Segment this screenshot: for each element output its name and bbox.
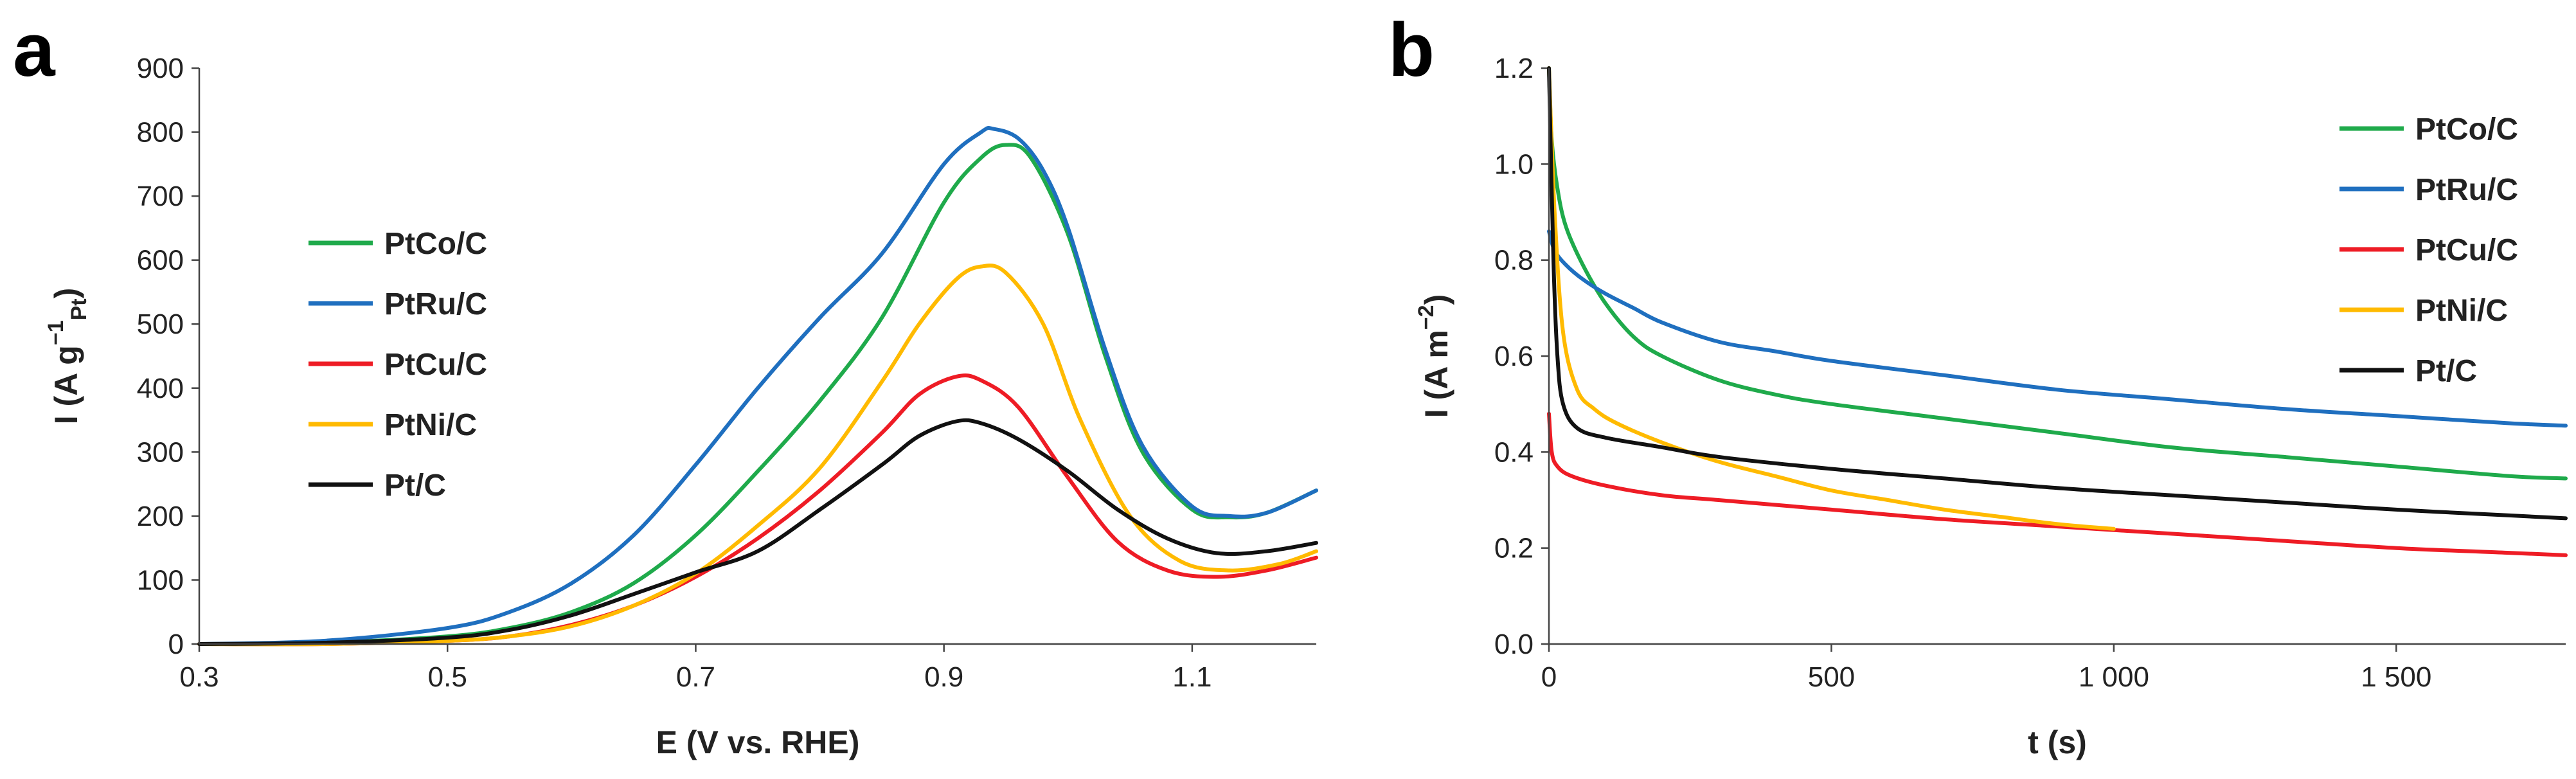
panel-a-series-ptco-c [197, 143, 1318, 646]
panel-b-x-ticks: 0 500 1 000 1 500 [1541, 644, 2431, 693]
panel-b-legend-label: Pt/C [2415, 354, 2477, 388]
panel-b-legend: PtCo/C PtRu/C PtCu/C PtNi/C Pt/C [2339, 112, 2518, 388]
panel-b-y-tick-label: 0.8 [1494, 245, 1534, 276]
panel-b-y-tick-label: 1.2 [1494, 53, 1534, 84]
panel-a-y-ticks: 0 100 200 300 400 500 600 700 800 900 [137, 53, 199, 660]
panel-b-y-tick-label: 1.0 [1494, 148, 1534, 180]
panel-b-y-tick-label: 0.4 [1494, 436, 1534, 468]
panel-a-legend-label: PtNi/C [384, 408, 477, 442]
panel-b-x-tick-label: 1 000 [2079, 661, 2149, 693]
panel-a-x-tick-label: 0.9 [924, 661, 963, 693]
panel-a-series-pt-c [197, 418, 1318, 646]
panel-a-series-ptcu-c [197, 373, 1318, 647]
panel-a-y-tick-label: 700 [137, 181, 184, 212]
panel-b-legend-label: PtRu/C [2415, 173, 2518, 207]
panel-b-legend-label: PtCo/C [2415, 112, 2518, 147]
panel-a-y-tick-label: 400 [137, 373, 184, 404]
chart-panel-b: b 0.0 0.2 0.4 0.6 0.8 1.0 1.2 0 500 1 000 1 500 t… [1388, 8, 2568, 760]
panel-a-legend-label: PtCu/C [384, 348, 487, 382]
panel-b-series-ptni-c [1547, 66, 2116, 531]
panel-b-series-ptru-c [1547, 229, 2568, 428]
panel-b-series-pt-c [1547, 66, 2568, 521]
panel-b-y-tick-label: 0.6 [1494, 341, 1534, 372]
panel-a-y-title-sup: −1 [44, 320, 68, 345]
panel-a-x-tick-label: 0.3 [179, 661, 219, 693]
panel-a-legend-label: PtCo/C [384, 227, 487, 261]
panel-a-series-ptru-c [197, 126, 1318, 646]
panel-a-legend-label: PtRu/C [384, 287, 487, 321]
panel-b-x-tick-label: 500 [1808, 661, 1855, 693]
panel-a-y-tick-label: 800 [137, 117, 184, 148]
panel-a-y-tick-label: 500 [137, 309, 184, 340]
panel-b-y-axis-title: I (A m−2) [1414, 294, 1454, 418]
panel-a-legend-label: Pt/C [384, 469, 446, 503]
panel-b-x-axis-title: t (s) [2028, 724, 2087, 760]
panel-a-y-tick-label: 900 [137, 53, 184, 84]
panel-b-y-tick-label: 0.0 [1494, 629, 1534, 660]
panel-b-x-tick-label: 0 [1541, 661, 1557, 693]
chart-panel-a: a 0 100 200 300 400 500 600 700 800 900 0.3 0.5 0.7… [13, 8, 1318, 760]
panel-a-letter: a [13, 8, 56, 93]
panel-b-series [1547, 66, 2568, 557]
panel-a-y-title-sub: Pt [67, 298, 91, 320]
panel-a-legend: PtCo/C PtRu/C PtCu/C PtNi/C Pt/C [309, 227, 487, 503]
panel-a-x-tick-label: 0.7 [676, 661, 715, 693]
panel-b-y-title-main: I (A m [1418, 330, 1454, 418]
panel-b-series-ptco-c [1547, 66, 2568, 481]
panel-a-y-title-end: ) [48, 288, 84, 299]
panel-b-y-ticks: 0.0 0.2 0.4 0.6 0.8 1.0 1.2 [1494, 53, 1549, 660]
panel-b-x-tick-label: 1 500 [2361, 661, 2431, 693]
panel-a-y-tick-label: 600 [137, 245, 184, 276]
panel-b-legend-label: PtNi/C [2415, 294, 2508, 328]
panel-a-y-tick-label: 100 [137, 564, 184, 596]
panel-a-y-tick-label: 0 [168, 629, 184, 660]
panel-a-series [197, 126, 1318, 647]
panel-a-x-ticks: 0.3 0.5 0.7 0.9 1.1 [179, 644, 1212, 693]
panel-a-x-tick-label: 0.5 [428, 661, 467, 693]
panel-b-legend-label: PtCu/C [2415, 233, 2518, 267]
panel-b-y-tick-label: 0.2 [1494, 533, 1534, 564]
panel-b-letter: b [1388, 8, 1435, 93]
panel-a-y-tick-label: 300 [137, 436, 184, 468]
panel-a-x-axis-title: E (V vs. RHE) [656, 724, 860, 760]
panel-b-y-title-sup: −2 [1414, 305, 1438, 330]
panel-b-series-ptcu-c [1547, 411, 2568, 557]
panel-a-x-tick-label: 1.1 [1172, 661, 1212, 693]
panel-b-y-title-end: ) [1418, 294, 1454, 305]
panel-a-y-tick-label: 200 [137, 501, 184, 532]
panel-a-y-axis-title: I (A g−1Pt) [44, 288, 91, 425]
panel-a-y-title-main: I (A g [48, 345, 84, 424]
